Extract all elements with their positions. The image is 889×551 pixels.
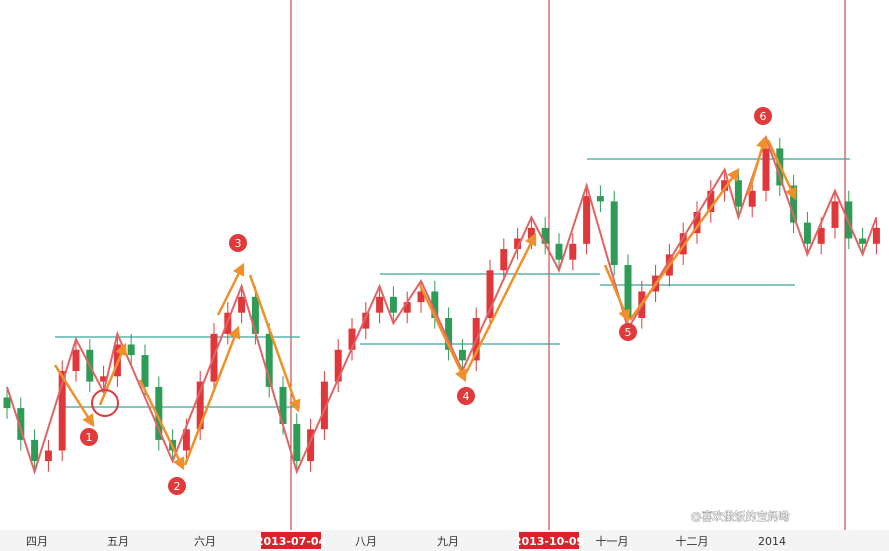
x-axis-band xyxy=(0,530,889,551)
x-tick-label: 2014 xyxy=(758,535,786,548)
candle-body xyxy=(403,302,411,313)
marker-label: 4 xyxy=(463,390,470,403)
candle-body xyxy=(762,148,770,191)
x-tick-label: 2013-07-04 xyxy=(256,535,327,548)
candle-body xyxy=(431,291,439,318)
marker-label: 1 xyxy=(86,431,93,444)
candle-body xyxy=(141,355,149,387)
marker-badge xyxy=(619,323,637,341)
candle-body xyxy=(127,344,135,356)
marker-badge xyxy=(754,107,772,125)
x-tick-label: 十一月 xyxy=(596,534,629,548)
x-tick-label: 十二月 xyxy=(676,534,709,548)
candle-body xyxy=(307,429,315,462)
candle-body xyxy=(44,450,52,462)
candle-body xyxy=(693,212,701,234)
candle-body xyxy=(817,227,825,244)
candle-body xyxy=(17,408,25,440)
candle-body xyxy=(500,249,508,271)
candle-body xyxy=(3,397,11,409)
candle-body xyxy=(721,180,729,191)
candle-body xyxy=(100,376,108,382)
x-tick-label: 四月 xyxy=(26,535,48,548)
candle-body xyxy=(707,190,715,212)
x-tick-label: 八月 xyxy=(355,535,377,548)
candle-body xyxy=(845,201,853,239)
candle-body xyxy=(417,291,425,303)
candle-body xyxy=(679,233,687,255)
marker-badge xyxy=(229,234,247,252)
candle-body xyxy=(389,296,397,313)
marker-badge xyxy=(168,477,186,495)
date-box xyxy=(261,532,321,549)
candle-body xyxy=(279,386,287,424)
x-tick-label: 五月 xyxy=(107,535,129,548)
marker-label: 2 xyxy=(174,480,181,493)
candle-body xyxy=(251,296,259,334)
candle-body xyxy=(610,201,618,265)
candle-body xyxy=(569,243,577,260)
marker-label: 3 xyxy=(235,237,242,250)
candle-body xyxy=(624,265,632,318)
candle-body xyxy=(155,386,163,440)
candle-body xyxy=(583,196,591,244)
candle-body xyxy=(790,185,798,223)
candle-body xyxy=(196,381,204,430)
x-tick-label: 2013-10-09 xyxy=(514,535,584,548)
candle-body xyxy=(238,296,246,313)
candle-body xyxy=(445,318,453,350)
x-tick-label: 六月 xyxy=(194,535,216,548)
candle-body xyxy=(293,424,301,462)
support-lines xyxy=(55,158,850,408)
candle-body xyxy=(555,243,563,260)
candle-body xyxy=(182,429,190,451)
candle-body xyxy=(362,312,370,329)
candle-body xyxy=(859,238,867,244)
marker-badge xyxy=(80,428,98,446)
candle-body xyxy=(803,222,811,244)
candle-body xyxy=(872,227,880,244)
highlight-circle xyxy=(91,389,119,417)
candle-body xyxy=(265,333,273,387)
candle-body xyxy=(376,296,384,313)
candle-body xyxy=(458,349,466,361)
marker-badge xyxy=(457,387,475,405)
candle-body xyxy=(596,196,604,202)
candle-body xyxy=(334,349,342,382)
zigzag-line xyxy=(6,134,878,475)
candle-body xyxy=(831,201,839,228)
candle-body xyxy=(514,238,522,250)
overlay xyxy=(53,135,797,471)
candle-body xyxy=(320,381,328,430)
candle-body xyxy=(31,439,39,462)
candle-body xyxy=(734,180,742,207)
candle-body xyxy=(541,227,549,244)
candle-body xyxy=(72,349,80,371)
trend-arrows xyxy=(53,135,797,471)
candle-body xyxy=(348,328,356,350)
watermark: @喜欢做饭的宝妈呦 xyxy=(691,509,790,523)
candle-body xyxy=(486,270,494,318)
x-tick-label: 九月 xyxy=(437,535,459,548)
marker-label: 6 xyxy=(760,110,767,123)
candles xyxy=(3,134,880,475)
date-box xyxy=(519,532,579,549)
candle-body xyxy=(58,371,66,451)
marker-label: 5 xyxy=(625,326,632,339)
candle-body xyxy=(748,190,756,207)
